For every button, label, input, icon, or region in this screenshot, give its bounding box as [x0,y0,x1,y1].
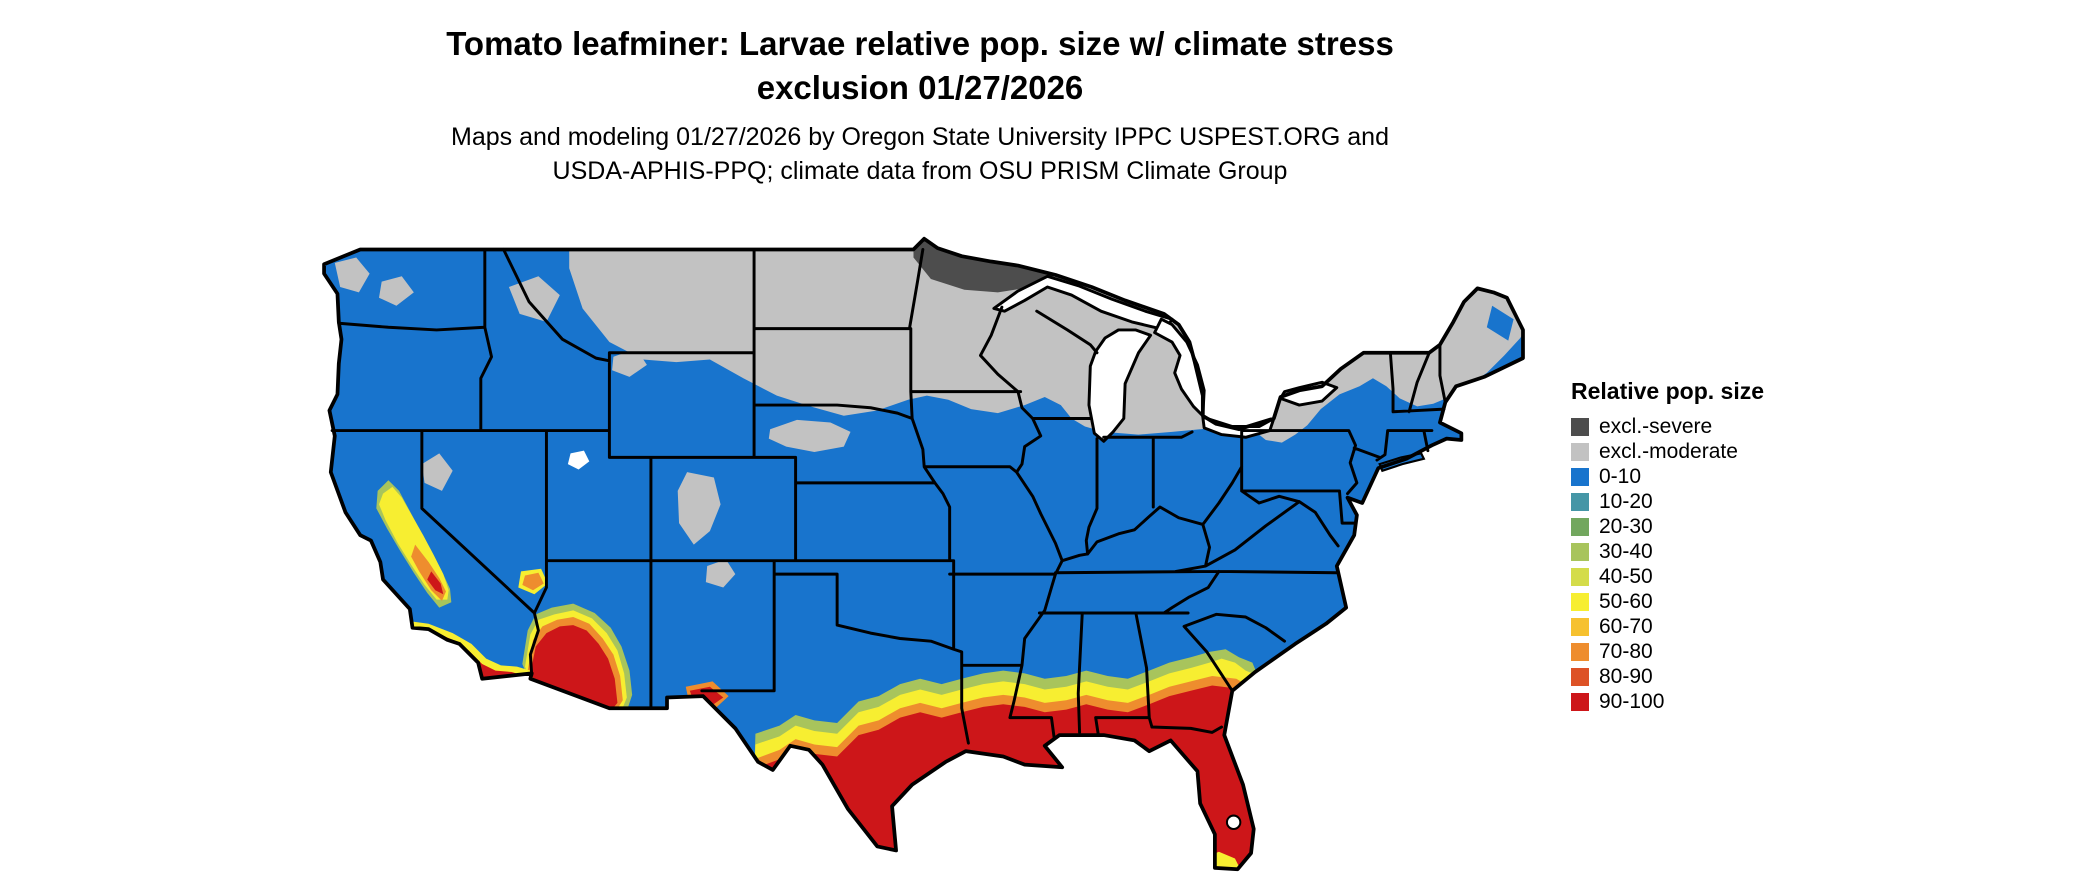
region-florida-tip-green [1204,867,1219,870]
legend-swatch [1571,517,1589,536]
legend-title: Relative pop. size [1571,378,1765,404]
map-title: Tomato leafminer: Larvae relative pop. s… [0,22,1840,110]
legend-item: 90-100 [1571,689,1871,714]
legend-item-label: 20-30 [1599,515,1653,538]
legend-item-label: excl.-moderate [1599,440,1738,463]
region-maine-blue-patch [1486,305,1514,341]
legend-item-label: 0-10 [1599,465,1642,488]
legend-item-label: 10-20 [1599,490,1653,513]
legend-item: 30-40 [1571,539,1871,564]
legend-swatch [1571,667,1589,686]
legend-item: excl.-severe [1571,414,1871,439]
legend-item: 10-20 [1571,489,1871,514]
lake-okeechobee [1225,814,1242,830]
legend-item-label: 40-50 [1599,565,1653,588]
legend-item: 20-30 [1571,514,1871,539]
legend-item-label: 60-70 [1599,615,1653,638]
great-lakes [992,274,1339,830]
map-svg [322,236,1525,872]
legend-items: excl.-severe excl.-moderate 0-10 10-20 2… [1571,414,1871,714]
legend-item: 40-50 [1571,564,1871,589]
legend-swatch [1571,492,1589,511]
great-salt-lake [567,450,590,470]
legend-swatch [1571,617,1589,636]
region-vegas-orange [522,572,544,591]
legend-swatch [1571,692,1589,711]
legend-swatch [1571,467,1589,486]
legend-item-label: 80-90 [1599,665,1653,688]
legend-item: 70-80 [1571,639,1871,664]
legend-item: 0-10 [1571,464,1871,489]
region-excl-moderate-patches [334,257,851,588]
legend-item-label: 70-80 [1599,640,1653,663]
legend-item-label: 50-60 [1599,590,1653,613]
legend-item: 80-90 [1571,664,1871,689]
legend-item: 50-60 [1571,589,1871,614]
subtitle-line-1: Maps and modeling 01/27/2026 by Oregon S… [451,123,1389,151]
title-line-1: Tomato leafminer: Larvae relative pop. s… [446,25,1394,62]
legend-item: excl.-moderate [1571,439,1871,464]
legend-swatch [1571,567,1589,586]
us-choropleth-map [308,228,1527,888]
legend-swatch [1571,592,1589,611]
legend-item-label: 90-100 [1599,690,1665,713]
state-borders [330,247,1447,745]
map-fill-layers [324,238,1523,870]
legend-swatch [1571,642,1589,661]
subtitle-line-2: USDA-APHIS-PPQ; climate data from OSU PR… [552,157,1288,185]
us-outline [322,236,1525,872]
legend-item: 60-70 [1571,614,1871,639]
legend-swatch [1571,542,1589,561]
region-central-valley-red [427,571,444,595]
lake-michigan [1087,328,1153,443]
title-line-2: exclusion 01/27/2026 [756,69,1084,106]
legend-item-label: excl.-severe [1599,415,1713,438]
legend-swatch [1571,417,1589,436]
legend: Relative pop. size excl.-severe excl.-mo… [1571,378,1871,714]
map-subtitle: Maps and modeling 01/27/2026 by Oregon S… [0,120,1840,188]
legend-item-label: 30-40 [1599,540,1653,563]
legend-swatch [1571,442,1589,461]
